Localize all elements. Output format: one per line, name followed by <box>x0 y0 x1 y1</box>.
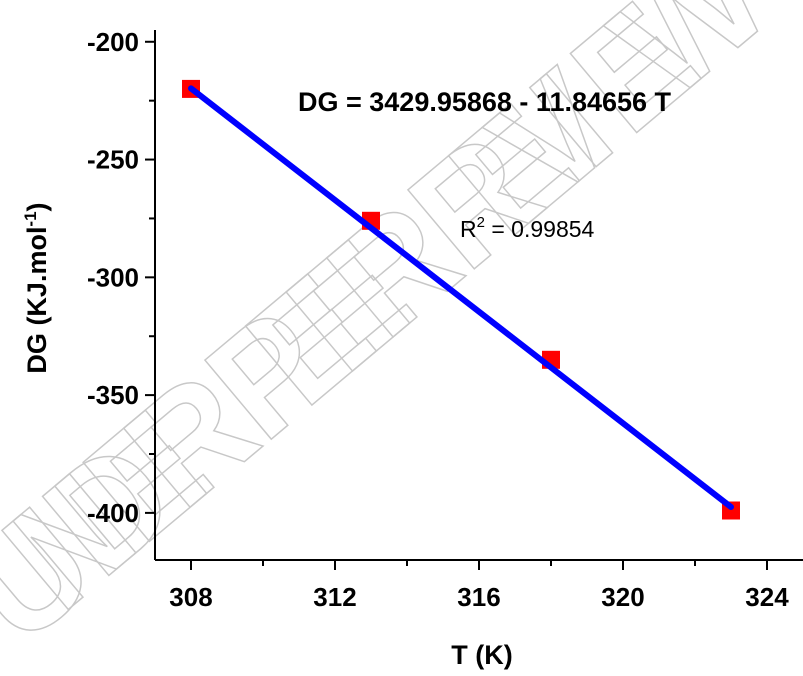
regression-line <box>188 85 734 510</box>
r-squared-annotation: R2 = 0.99854 <box>460 214 595 242</box>
r-squared-symbol: R <box>460 216 477 242</box>
ticks: 308 312 316 320 324 -200 -250 -300 -350 -400 <box>87 27 789 612</box>
y-tick-label: -300 <box>87 262 139 292</box>
series <box>182 79 740 520</box>
x-tick-label: 312 <box>313 582 356 612</box>
y-axis-title-main: DG (KJ.mol <box>22 227 52 374</box>
x-tick-label: 308 <box>169 582 212 612</box>
x-tick-label: 316 <box>457 582 500 612</box>
y-axis-title: DG (KJ.mol-1) <box>21 202 52 373</box>
y-tick-label: -250 <box>87 145 139 175</box>
x-axis-title: T (K) <box>451 640 512 670</box>
x-tick-label: 320 <box>601 582 644 612</box>
x-tick-label: 324 <box>745 582 789 612</box>
regression-equation: DG = 3429.95868 - 11.84656 T <box>298 87 672 117</box>
y-axis-title-close: ) <box>22 202 52 211</box>
r-squared-value: = 0.99854 <box>485 216 595 242</box>
y-tick-label: -200 <box>87 27 139 57</box>
y-tick-label: -400 <box>87 498 139 528</box>
y-tick-label: -350 <box>87 380 139 410</box>
y-axis-title-superscript: -1 <box>21 211 40 226</box>
r-squared-superscript: 2 <box>477 214 485 231</box>
